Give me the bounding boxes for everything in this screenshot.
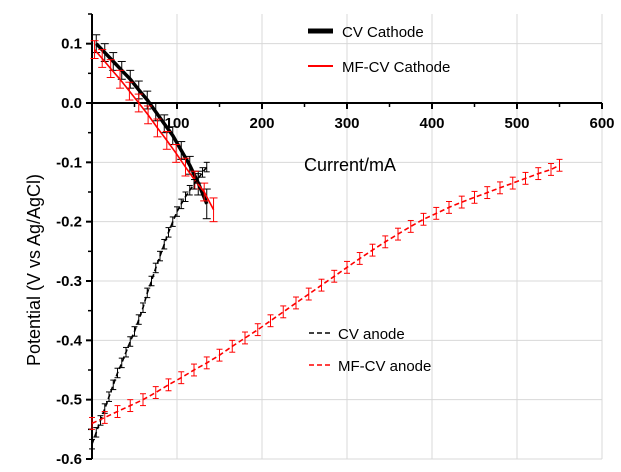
legend-cathode: CV Cathode MF-CV Cathode bbox=[308, 24, 450, 76]
series-line-mf-cv-cathode bbox=[93, 49, 215, 211]
legend-anode: CV anode MF-CV anode bbox=[309, 326, 431, 375]
legend-label-cv-cathode: CV Cathode bbox=[342, 24, 424, 41]
series-line-mf-cv-anode bbox=[91, 164, 560, 425]
grid bbox=[92, 14, 603, 460]
y-tick-label: 0.1 bbox=[61, 36, 82, 53]
y-tick-label: -0.6 bbox=[56, 451, 82, 467]
y-tick-label: -0.3 bbox=[56, 273, 82, 290]
y-tick-label: -0.4 bbox=[56, 332, 83, 349]
series-cv-cathode bbox=[92, 34, 211, 220]
x-tick-label: 400 bbox=[419, 115, 444, 132]
y-tick-label: -0.1 bbox=[56, 154, 82, 171]
series-mf-cv-anode bbox=[89, 158, 563, 430]
y-axis-title: Potential (V vs Ag/AgCl) bbox=[24, 174, 44, 366]
series-mf-cv-cathode bbox=[90, 40, 218, 223]
x-tick-label: 300 bbox=[334, 115, 359, 132]
y-tick-label: -0.5 bbox=[56, 392, 82, 409]
x-tick-label: 600 bbox=[589, 115, 614, 132]
axes bbox=[86, 13, 603, 460]
series bbox=[89, 34, 563, 450]
y-tick-label: 0.0 bbox=[61, 95, 82, 112]
series-line-cv-anode bbox=[91, 166, 208, 445]
tick-labels: 100 200 300 400 500 600 0.1 0.0 -0.1 -0.2 -0.3 -0.4… bbox=[56, 36, 614, 468]
legend-label-mf-cv-anode: MF-CV anode bbox=[338, 358, 431, 375]
x-axis-title: Current/mA bbox=[304, 155, 396, 175]
x-tick-label: 100 bbox=[164, 115, 189, 132]
y-tick-label: -0.2 bbox=[56, 214, 82, 231]
x-tick-label: 200 bbox=[249, 115, 274, 132]
series-cv-anode bbox=[89, 161, 210, 450]
x-tick-label: 500 bbox=[504, 115, 529, 132]
legend-label-mf-cv-cathode: MF-CV Cathode bbox=[342, 59, 450, 76]
legend-label-cv-anode: CV anode bbox=[338, 326, 405, 343]
